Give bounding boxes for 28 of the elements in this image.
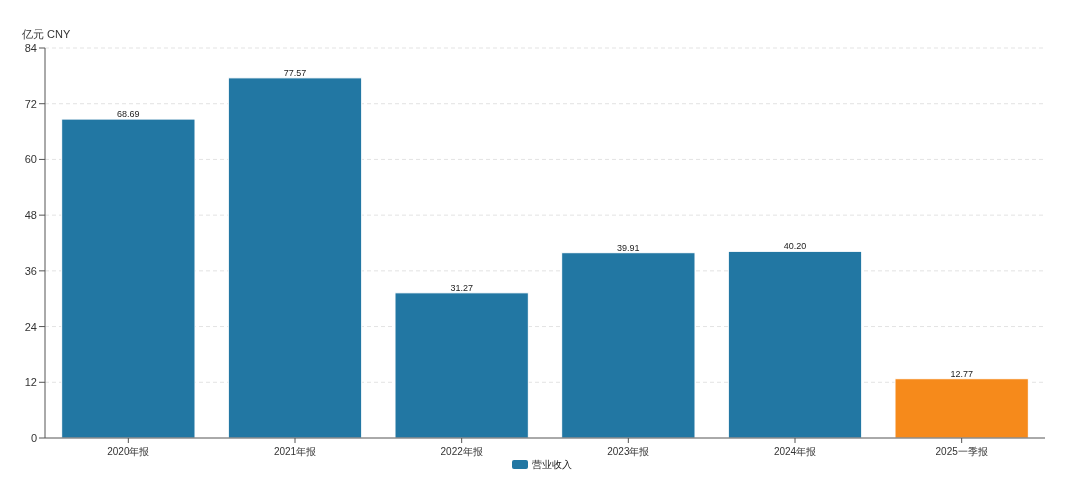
data-label: 12.77 xyxy=(950,368,973,379)
bar xyxy=(227,77,363,439)
x-tick-label: 2020年报 xyxy=(107,446,150,457)
bar xyxy=(561,252,696,439)
data-label: 31.27 xyxy=(450,282,473,293)
x-tick-label: 2025一季报 xyxy=(935,446,988,457)
legend-label: 营业收入 xyxy=(532,459,572,470)
y-tick-label: 84 xyxy=(24,42,37,54)
y-tick-label: 24 xyxy=(24,320,37,333)
y-tick-label: 48 xyxy=(24,209,37,222)
x-tick-label: 2023年报 xyxy=(607,446,650,457)
data-label: 68.69 xyxy=(117,109,140,120)
data-label: 77.57 xyxy=(283,67,307,78)
y-tick-label: 36 xyxy=(24,264,37,277)
y-tick-label: 60 xyxy=(24,153,37,166)
y-tick-label: 72 xyxy=(24,97,37,110)
data-label: 39.91 xyxy=(617,242,640,253)
y-tick-label: 0 xyxy=(30,432,37,444)
x-tick-label: 2022年报 xyxy=(440,446,483,457)
x-tick-label: 2024年报 xyxy=(773,446,817,457)
y-axis-title: 亿元 CNY xyxy=(21,28,71,40)
bar xyxy=(394,292,529,439)
bar xyxy=(727,250,863,439)
x-tick-label: 2021年报 xyxy=(273,446,317,457)
data-label: 40.20 xyxy=(783,241,807,252)
bar xyxy=(61,118,196,439)
bar xyxy=(894,378,1029,439)
y-tick-label: 12 xyxy=(24,376,37,389)
